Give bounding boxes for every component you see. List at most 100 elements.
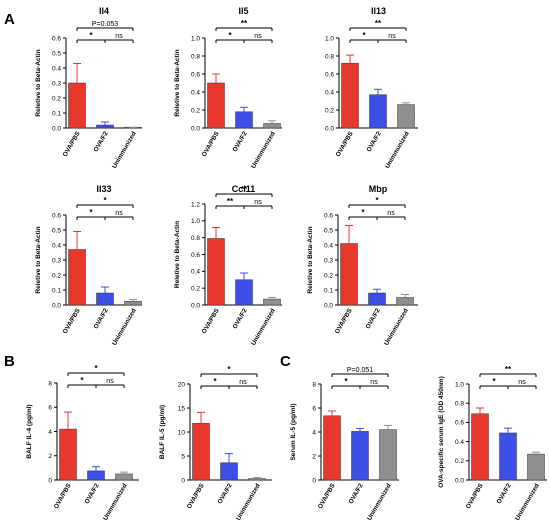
category-label: OVA/F2 <box>93 307 110 330</box>
y-tick-label: 0.4 <box>325 89 334 96</box>
category-label: Unimmunized <box>111 307 138 346</box>
y-tick-label: 0.3 <box>52 80 61 87</box>
y-tick-label: 1.0 <box>191 35 200 42</box>
y-tick-label: 0.4 <box>455 439 464 446</box>
significance-label: ns <box>387 210 395 217</box>
bar-unimmunized <box>379 429 397 481</box>
category-label: Unimmunized <box>102 482 129 521</box>
bar-ova-f- <box>96 292 114 306</box>
category-label: Unimmunized <box>514 482 541 521</box>
bar-unimmunized <box>397 104 415 129</box>
chart-2: Il5 0.0 0.2 0.4 0.6 0.8 1.0 Reletive to Beta-Ac… <box>174 6 282 170</box>
bar-ova-f- <box>499 432 517 481</box>
y-tick-label: 0.6 <box>191 71 200 78</box>
bar-ova-f- <box>87 470 105 481</box>
y-tick-label: 0 <box>181 477 185 484</box>
y-tick-label: 0.4 <box>191 269 200 276</box>
chart-9: 0 2 4 6 8 Serum IL-5 (pg/ml) OVA/PBS OVA/F2 Unim… <box>290 367 399 522</box>
bar-ova-f- <box>220 462 238 481</box>
chart-10: 0.0 0.2 0.4 0.6 0.8 1.0 OVA-specific serum IgE… <box>438 365 547 522</box>
significance-label: ** <box>241 185 248 194</box>
significance-label: * <box>362 31 366 40</box>
y-tick-label: 0.5 <box>52 227 61 234</box>
chart-title: Il5 <box>238 6 248 16</box>
y-tick-label: 0.0 <box>52 302 61 309</box>
y-tick-label: 0.1 <box>52 110 61 117</box>
category-label: Unimmunized <box>366 482 393 521</box>
y-tick-label: 0.2 <box>52 95 61 102</box>
category-label: OVA/PBS <box>201 308 221 336</box>
significance-label: * <box>228 31 232 40</box>
y-tick-label: 1.0 <box>325 35 334 42</box>
panel-letter-b: B <box>4 353 15 370</box>
category-label: OVA/F2 <box>93 130 110 153</box>
y-tick-label: 0.2 <box>324 272 333 279</box>
y-tick-label: 0.8 <box>191 53 200 60</box>
y-tick-label: 0.4 <box>191 89 200 96</box>
category-label: OVA/F2 <box>232 307 249 330</box>
category-label: OVA/PBS <box>335 131 355 159</box>
bar-unimmunized <box>527 453 545 481</box>
bar-unimmunized <box>396 297 414 306</box>
significance-label: ns <box>388 33 396 40</box>
y-tick-label: 4 <box>48 429 52 436</box>
y-tick-label: 0.1 <box>324 287 333 294</box>
significance-label: ** <box>375 19 382 28</box>
significance-label: * <box>227 365 231 374</box>
y-tick-label: 2 <box>48 453 52 460</box>
y-tick-label: 0.8 <box>191 235 200 242</box>
y-tick-label: 8 <box>312 381 316 388</box>
y-tick-label: 0.6 <box>52 35 61 42</box>
chart-5: Ccl11 0.0 0.2 0.4 0.6 0.8 1.0 1.2 Reletive to Be… <box>174 184 282 347</box>
significance-label: ns <box>115 33 123 40</box>
y-axis-label: Reletive to Beta-Actin <box>35 226 42 293</box>
bar-ova-f- <box>235 111 253 129</box>
bar-ova-pbs <box>207 82 225 129</box>
significance-label: * <box>375 196 379 205</box>
category-label: Unimmunized <box>235 482 262 521</box>
significance-label: * <box>213 377 217 386</box>
significance-label: * <box>361 208 365 217</box>
bar-ova-pbs <box>207 238 225 306</box>
y-tick-label: 0.1 <box>52 287 61 294</box>
bar-ova-pbs <box>341 62 359 129</box>
chart-6: Mbp 0.0 0.1 0.2 0.3 0.4 0.5 0.6 Reletive to Beta… <box>307 184 418 347</box>
significance-label: ns <box>370 379 378 386</box>
y-axis-label: BALF IL-5 (pg/ml) <box>159 405 166 459</box>
y-axis-label: Reletive to Beta-Actin <box>174 49 181 116</box>
bar-ova-pbs <box>323 415 341 481</box>
significance-label: * <box>80 376 84 385</box>
significance-label: P=0.051 <box>347 367 373 374</box>
significance-label: * <box>344 377 348 386</box>
y-tick-label: 0.6 <box>191 252 200 259</box>
y-tick-label: 20 <box>178 381 186 388</box>
charts-group: Il4 0.0 0.1 0.2 0.3 0.4 0.5 0.6 Reletive to Beta… <box>26 6 547 522</box>
category-label: OVA/F2 <box>365 307 382 330</box>
y-tick-label: 15 <box>178 405 186 412</box>
bar-unimmunized <box>248 478 266 481</box>
y-tick-label: 0.6 <box>325 71 334 78</box>
significance-label: * <box>89 31 93 40</box>
category-label: Unimmunized <box>250 307 277 346</box>
bar-ova-f- <box>351 431 369 481</box>
bar-ova-pbs <box>59 428 77 481</box>
chart-3: Il13 0.0 0.2 0.4 0.6 0.8 1.0 OVA/PBS OVA/F2 Unimm… <box>325 6 418 170</box>
y-tick-label: 0.5 <box>324 227 333 234</box>
y-tick-label: 1.2 <box>191 201 200 208</box>
category-label: OVA/F2 <box>496 482 513 505</box>
category-label: OVA/F2 <box>232 130 249 153</box>
y-tick-label: 0.4 <box>52 65 61 72</box>
category-label: OVA/F2 <box>217 482 234 505</box>
y-tick-label: 4 <box>312 429 316 436</box>
y-tick-label: 0.2 <box>191 107 200 114</box>
significance-label: ns <box>254 199 262 206</box>
y-tick-label: 6 <box>312 405 316 412</box>
y-tick-label: 1.0 <box>455 381 464 388</box>
chart-title: Mbp <box>369 184 388 194</box>
panel-letter-c: C <box>280 353 291 370</box>
y-axis-label: Serum IL-5 (pg/ml) <box>290 403 297 460</box>
bar-ova-f- <box>235 279 253 306</box>
y-tick-label: 0.2 <box>455 458 464 465</box>
y-tick-label: 0.4 <box>52 242 61 249</box>
